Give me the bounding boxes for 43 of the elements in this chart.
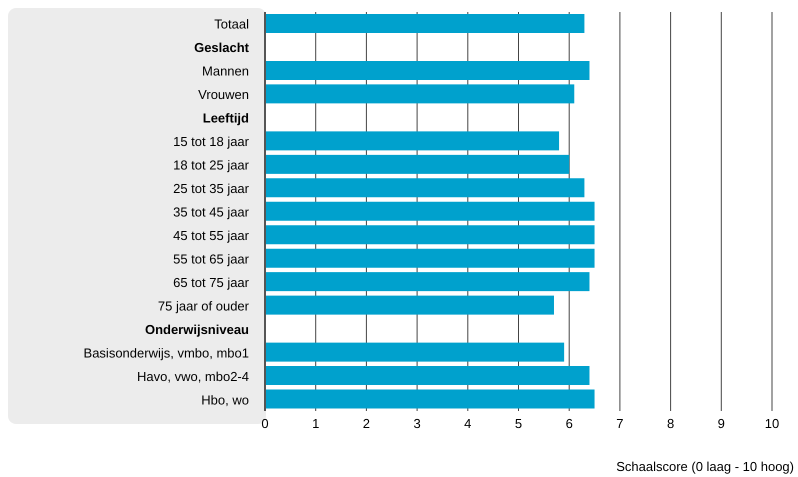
bar (265, 296, 554, 315)
bar (265, 366, 590, 386)
bar (265, 84, 574, 104)
bar (265, 178, 584, 198)
bar (265, 248, 595, 268)
y-tick-label: 55 tot 65 jaar (173, 251, 250, 266)
x-tick-label: 10 (764, 416, 780, 432)
x-tick-label: 4 (464, 416, 472, 432)
y-tick-label: 15 tot 18 jaar (173, 134, 250, 150)
y-tick-label: Basisonderwijs, vmbo, mbo1 (84, 345, 249, 360)
y-tick-label: Vrouwen (198, 87, 249, 102)
y-tick-label: Hbo, wo (201, 392, 249, 408)
x-tick-label: 8 (666, 416, 674, 432)
bar (265, 342, 564, 362)
x-tick-label: 7 (616, 416, 624, 432)
bar (265, 131, 560, 150)
y-tick-label: Mannen (202, 64, 249, 79)
y-tick-label: Havo, vwo, mbo2-4 (137, 368, 249, 384)
x-tick-label: 3 (413, 416, 421, 432)
y-tick-label: 65 tot 75 jaar (173, 274, 250, 290)
x-tick-label: 6 (566, 416, 573, 432)
x-tick-label: 5 (514, 416, 522, 432)
bar (265, 272, 590, 292)
y-tick-label: 45 tot 55 jaar (173, 228, 250, 243)
x-tick-label: 0 (261, 416, 269, 432)
bar (265, 390, 595, 409)
bar (265, 154, 570, 174)
x-tick-label: 9 (718, 416, 725, 432)
x-axis-title: Schaalscore (0 laag - 10 hoog) (616, 459, 794, 474)
bar (265, 60, 590, 80)
bar (265, 14, 584, 33)
y-tick-label: Onderwijsniveau (144, 322, 250, 337)
bar (265, 202, 595, 221)
y-tick-label: Geslacht (194, 40, 250, 56)
bar (265, 225, 595, 244)
y-tick-label: 75 jaar of ouder (158, 298, 250, 314)
y-tick-label: Leeftijd (202, 110, 250, 126)
y-tick-label: Totaal (214, 16, 250, 32)
x-tick-label: 2 (362, 416, 370, 432)
y-tick-label: 18 tot 25 jaar (173, 158, 250, 173)
x-tick-label: 1 (312, 416, 320, 432)
y-tick-label: 25 tot 35 jaar (173, 181, 250, 196)
y-tick-label: 35 tot 45 jaar (173, 204, 250, 220)
